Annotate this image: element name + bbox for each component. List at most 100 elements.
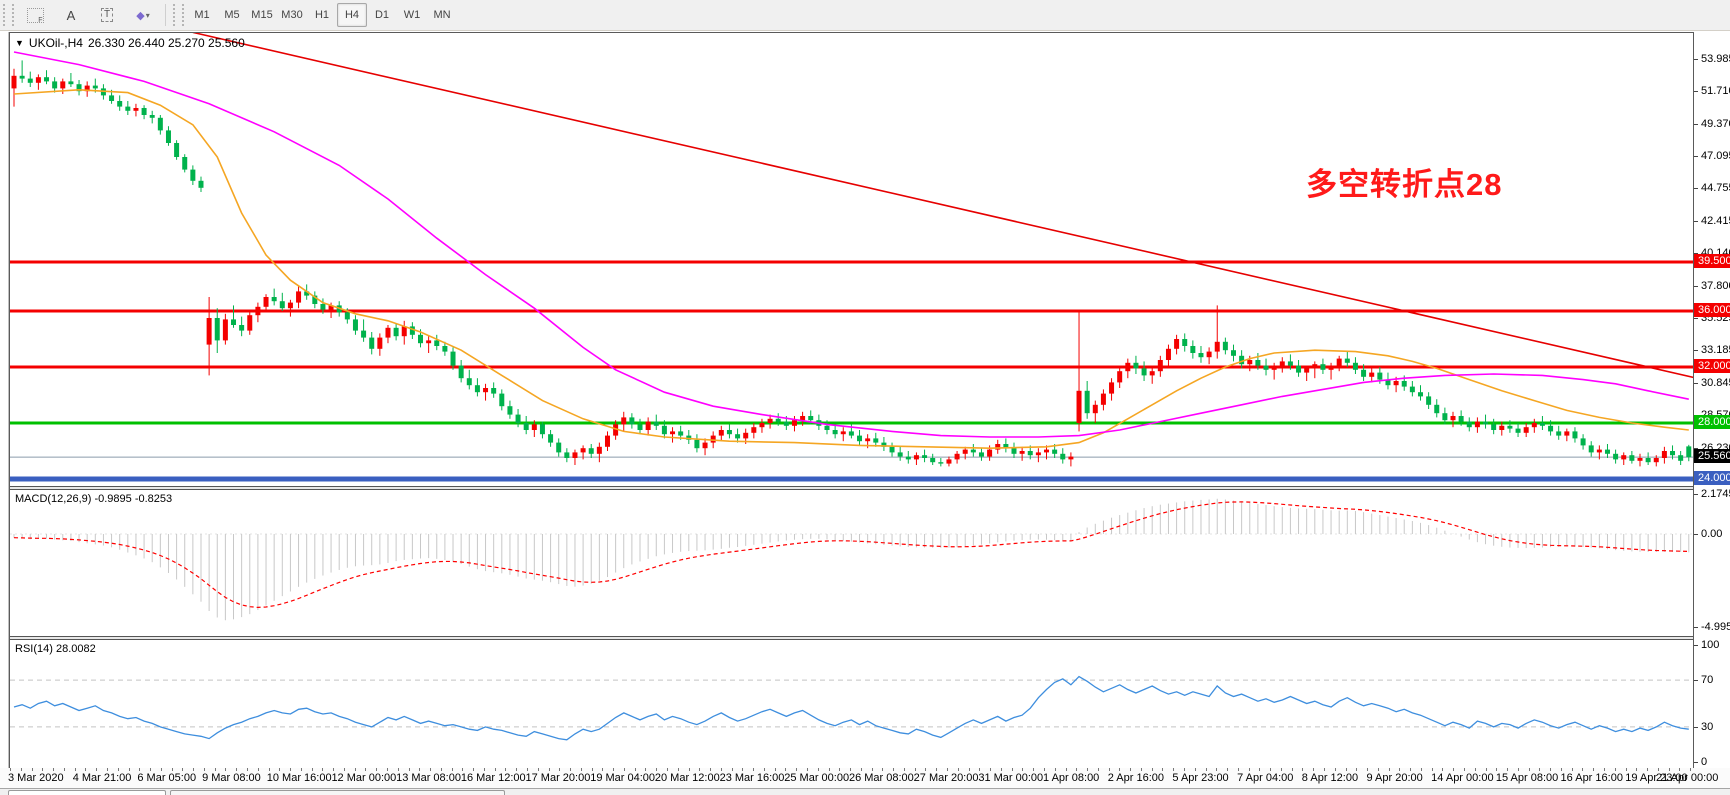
descending-trendline[interactable]	[192, 33, 1693, 379]
time-tick	[871, 768, 873, 771]
time-tick	[1248, 768, 1250, 771]
time-axis-label: 15 Apr 08:00	[1495, 772, 1559, 784]
time-tick	[677, 768, 679, 771]
timeframe-button-mn[interactable]: MN	[433, 9, 451, 21]
time-tick	[322, 768, 324, 771]
time-tick	[1582, 768, 1584, 771]
candle-body	[556, 442, 562, 453]
candle-body	[1637, 458, 1643, 461]
candle-body	[1255, 360, 1261, 366]
candle-body	[182, 157, 188, 170]
toolbar-grip[interactable]	[3, 4, 14, 26]
toolbar-grip-2[interactable]	[173, 4, 184, 26]
time-tick	[710, 768, 711, 771]
candle-body	[1222, 341, 1228, 351]
time-tick	[257, 768, 259, 771]
time-tick	[720, 768, 722, 771]
text-tool-button[interactable]: T	[90, 3, 124, 27]
time-tick	[1291, 768, 1293, 771]
candle-body	[19, 75, 25, 79]
chart-title[interactable]: ▼ UKOil-,H4 26.330 26.440 25.270 25.560	[15, 36, 245, 50]
candle-body	[1312, 364, 1318, 369]
candle-body	[1466, 421, 1472, 428]
symbol-dropdown-icon[interactable]: ▼	[15, 38, 24, 48]
candle-body	[1206, 351, 1212, 358]
time-tick	[1668, 768, 1670, 771]
time-tick	[1227, 768, 1228, 771]
candle-body	[1613, 453, 1619, 460]
timeframe-button-h1[interactable]: H1	[314, 9, 330, 21]
candle-body	[84, 85, 90, 92]
candle-body	[296, 291, 302, 303]
time-tick	[796, 768, 798, 771]
time-tick	[1065, 768, 1067, 771]
rsi-line	[13, 675, 1689, 741]
rsi-panel[interactable]: RSI(14) 28.0082	[10, 640, 1693, 768]
time-axis-label: 13 Mar 08:00	[396, 772, 461, 784]
time-axis-label: 2 Apr 16:00	[1107, 772, 1164, 784]
chart-tab-2[interactable]	[170, 790, 505, 795]
macd-panel[interactable]: MACD(12,26,9) -0.9895 -0.8253	[10, 490, 1693, 636]
time-tick	[1636, 768, 1638, 771]
window-left-border	[0, 32, 9, 795]
time-tick	[570, 768, 571, 771]
panel-splitter-rsi[interactable]	[10, 636, 1693, 640]
price-tick-label: 47.095	[1701, 149, 1730, 162]
time-tick	[1140, 768, 1142, 771]
candle-body	[11, 75, 17, 89]
candle-body	[962, 449, 968, 454]
time-tick	[106, 768, 108, 771]
candle-body	[645, 421, 651, 430]
candle-body	[751, 427, 757, 433]
price-tick-label-tick	[1694, 317, 1698, 319]
time-tick	[1550, 768, 1552, 771]
timeframe-button-h4[interactable]: H4	[337, 3, 367, 27]
time-tick	[1076, 768, 1078, 771]
time-tick	[236, 768, 238, 771]
candle-body	[523, 423, 529, 430]
time-axis-label: 9 Mar 08:00	[202, 772, 261, 784]
time-axis-label: 25 Mar 00:00	[784, 772, 850, 784]
time-tick	[483, 768, 485, 771]
candle-body	[1564, 431, 1570, 436]
candle-body	[637, 424, 643, 430]
time-tick	[1560, 768, 1562, 771]
cursor-mode-button[interactable]: ◆ ▾	[126, 3, 160, 27]
candle-body	[970, 449, 976, 453]
time-axis-label: 17 Mar 20:00	[525, 772, 591, 784]
timeframe-button-d1[interactable]: D1	[374, 9, 390, 21]
time-tick	[839, 768, 841, 771]
price-badge-39.500: 39.500	[1694, 254, 1730, 268]
chart-tab[interactable]	[8, 790, 166, 795]
candle-body	[1214, 341, 1220, 352]
timeframe-button-m30[interactable]: M30	[281, 9, 303, 21]
panel-splitter-macd[interactable]	[10, 486, 1693, 490]
rsi-tick-label-tick	[1694, 726, 1698, 728]
candle-body	[499, 393, 505, 407]
time-tick	[893, 768, 895, 771]
candle-body	[743, 432, 749, 439]
timeframe-button-m15[interactable]: M15	[251, 9, 273, 21]
candle-body	[1263, 365, 1269, 370]
time-axis-label: 3 Mar 2020	[8, 772, 64, 784]
timeframe-button-m1[interactable]: M1	[194, 9, 210, 21]
time-tick	[602, 768, 604, 771]
time-scale[interactable]: 3 Mar 2020 4 Mar 21:00 6 Mar 05:00 9 Mar 08…	[0, 768, 1730, 788]
timeframe-button-m5[interactable]: M5	[224, 9, 240, 21]
time-tick	[882, 768, 884, 771]
chart-shift-button[interactable]: F	[18, 3, 52, 27]
candle-body	[141, 108, 147, 115]
time-tick	[936, 768, 938, 771]
time-tick	[10, 768, 11, 771]
candle-body	[60, 81, 66, 89]
candle-body	[1434, 404, 1440, 414]
candle-body	[1076, 390, 1082, 423]
candlestick-chart[interactable]	[10, 33, 1693, 486]
time-tick	[42, 768, 44, 771]
main-chart-panel[interactable]: ▼ UKOil-,H4 26.330 26.440 25.270 25.560 …	[10, 33, 1693, 486]
arrow-tool-button[interactable]: A	[54, 3, 88, 27]
timeframe-button-w1[interactable]: W1	[403, 9, 421, 21]
candle-body	[613, 424, 619, 436]
price-scale[interactable]: 53.98551.71049.37047.09544.75542.41540.1…	[1694, 32, 1730, 768]
candle-body	[848, 431, 854, 436]
